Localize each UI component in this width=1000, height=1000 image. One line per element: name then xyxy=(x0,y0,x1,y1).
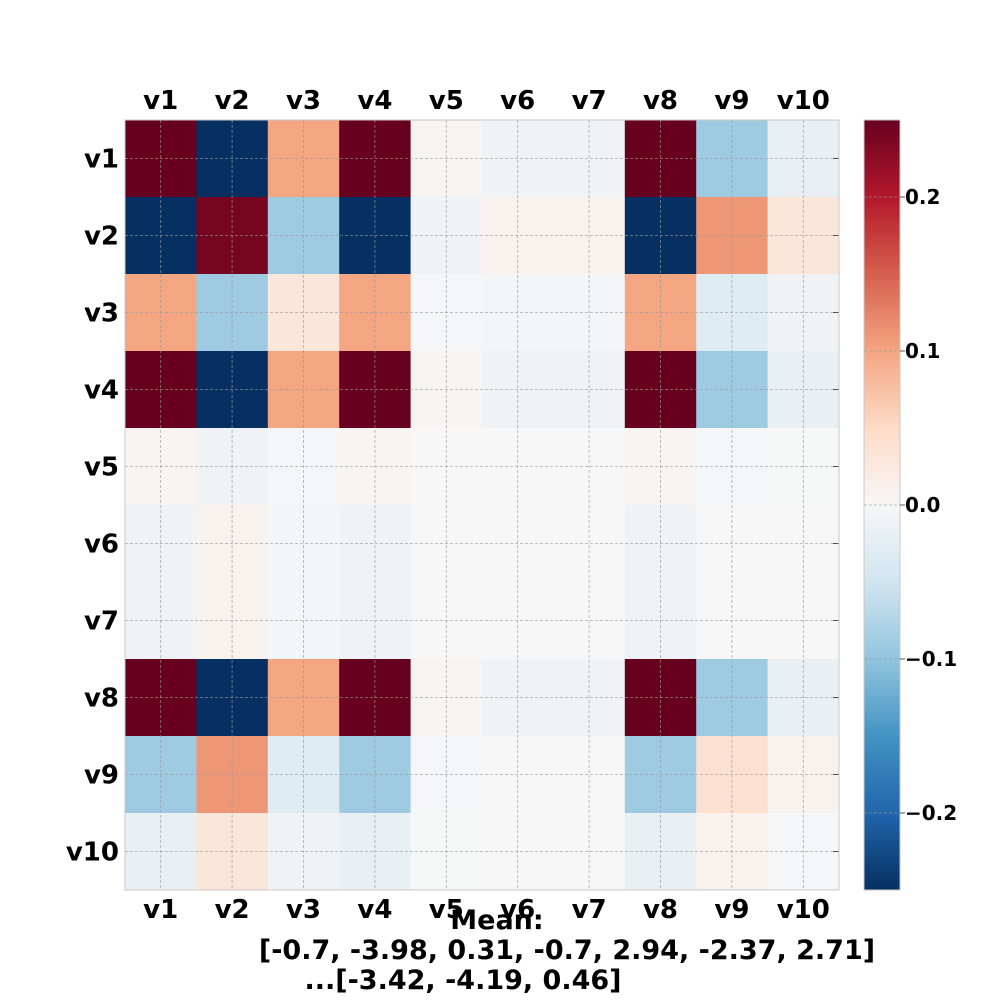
y-tick-label: v8 xyxy=(84,684,119,714)
y-tick-label: v9 xyxy=(84,761,119,791)
heatmap-grid xyxy=(125,120,839,890)
x-top-tick-label: v1 xyxy=(143,86,178,116)
y-tick-label: v6 xyxy=(84,530,119,560)
colorbar-tick-label: −0.2 xyxy=(905,801,957,825)
x-bottom-tick-label: v3 xyxy=(286,895,321,925)
x-axis-top-labels: v1 v2 v3 v4 v5 v6 v7 v8 v9 v10 xyxy=(143,86,830,116)
x-bottom-tick-label: v10 xyxy=(777,895,830,925)
x-bottom-tick-label: v5 xyxy=(429,895,464,925)
y-tick-label: v3 xyxy=(84,299,119,329)
colorbar-ticks: −0.2 −0.1 0.0 0.1 0.2 xyxy=(864,185,957,825)
caption-line: ...[-3.42, -4.19, 0.46] xyxy=(304,965,621,996)
y-tick-label: v5 xyxy=(84,453,119,483)
x-top-tick-label: v9 xyxy=(714,86,749,116)
colorbar-tick-label: 0.0 xyxy=(905,493,940,517)
caption-line: Mean: xyxy=(450,905,543,936)
x-top-tick-label: v5 xyxy=(429,86,464,116)
x-bottom-tick-label: v2 xyxy=(215,895,250,925)
x-top-tick-label: v7 xyxy=(572,86,607,116)
colorbar-tick-label: −0.1 xyxy=(905,647,957,671)
x-top-tick-label: v8 xyxy=(643,86,678,116)
x-bottom-tick-label: v8 xyxy=(643,895,678,925)
x-top-tick-label: v10 xyxy=(777,86,830,116)
x-bottom-tick-label: v7 xyxy=(572,895,607,925)
x-axis-bottom-labels: v1 v2 v3 v4 v5 v6 v7 v8 v9 v10 xyxy=(143,895,830,925)
y-axis-labels: v1 v2 v3 v4 v5 v6 v7 v8 v9 v10 xyxy=(66,145,119,868)
y-tick-label: v1 xyxy=(84,145,119,175)
caption-line: [-0.7, -3.98, 0.31, -0.7, 2.94, -2.37, 2… xyxy=(259,935,875,966)
x-bottom-tick-label: v1 xyxy=(143,895,178,925)
mean-caption: Mean:[-0.7, -3.98, 0.31, -0.7, 2.94, -2.… xyxy=(259,905,875,996)
colorbar-tick-label: 0.2 xyxy=(905,185,940,209)
y-tick-label: v7 xyxy=(84,607,119,637)
heatmap-frame xyxy=(124,119,840,891)
colorbar: −0.2 −0.1 0.0 0.1 0.2 xyxy=(863,119,957,891)
y-tick-label: v4 xyxy=(84,376,119,406)
x-top-tick-label: v6 xyxy=(500,86,535,116)
x-top-tick-label: v4 xyxy=(357,86,392,116)
x-top-tick-label: v2 xyxy=(215,86,250,116)
x-bottom-tick-label: v9 xyxy=(714,895,749,925)
y-tick-label: v10 xyxy=(66,838,119,868)
x-top-tick-label: v3 xyxy=(286,86,321,116)
y-tick-label: v2 xyxy=(84,222,119,252)
colorbar-tick-label: 0.1 xyxy=(905,339,940,363)
x-bottom-tick-label: v4 xyxy=(357,895,392,925)
x-bottom-tick-label: v6 xyxy=(500,895,535,925)
